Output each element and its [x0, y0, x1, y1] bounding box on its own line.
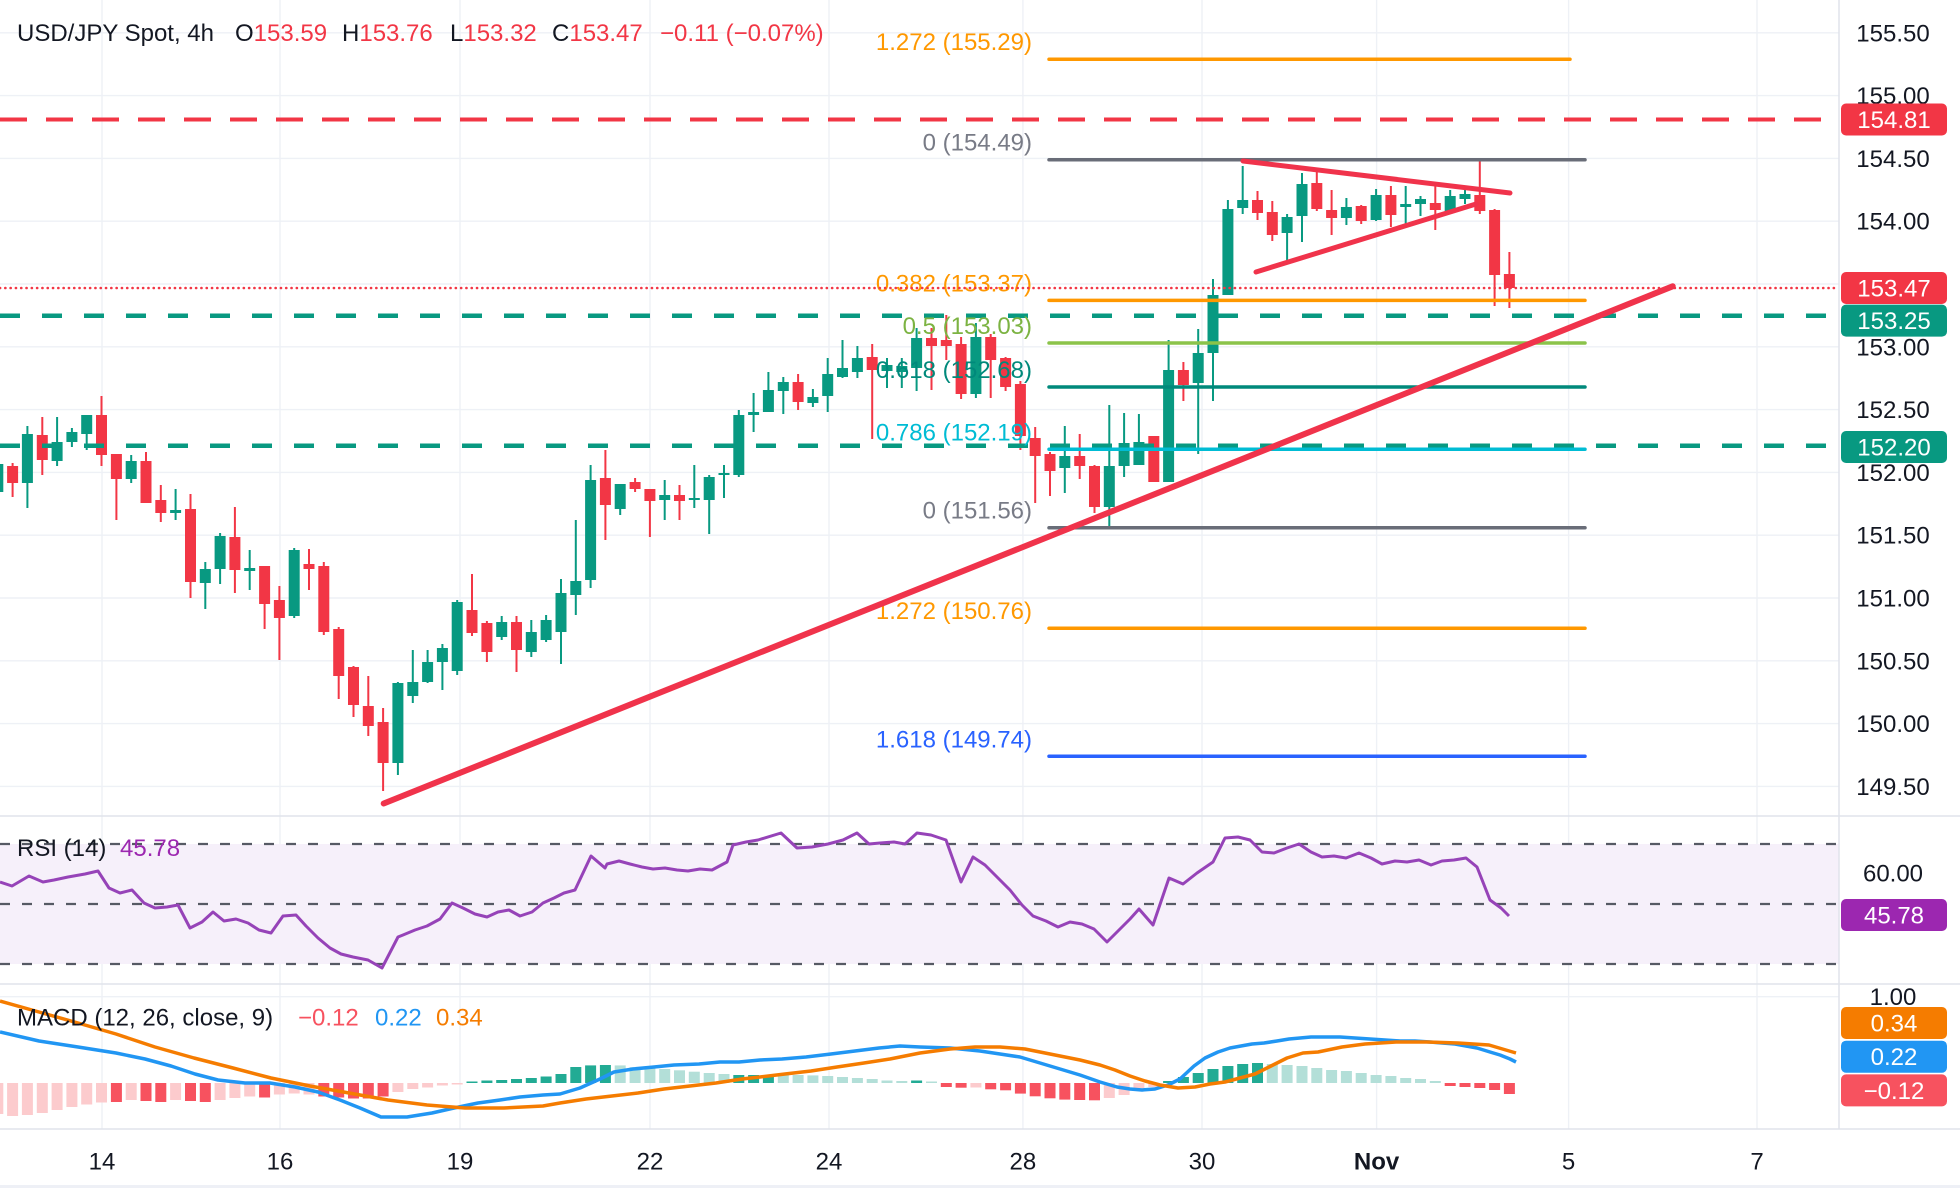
- svg-text:O153.59: O153.59: [235, 20, 327, 47]
- svg-text:0.34: 0.34: [436, 1005, 483, 1032]
- svg-text:1.618 (149.74): 1.618 (149.74): [876, 726, 1032, 753]
- svg-text:155.50: 155.50: [1856, 20, 1929, 47]
- svg-text:153.00: 153.00: [1856, 334, 1929, 361]
- svg-text:152.50: 152.50: [1856, 397, 1929, 424]
- svg-text:151.50: 151.50: [1856, 523, 1929, 550]
- svg-text:MACD (12, 26, close, 9): MACD (12, 26, close, 9): [17, 1005, 273, 1032]
- svg-text:153.25: 153.25: [1857, 308, 1930, 335]
- svg-text:150.00: 150.00: [1856, 711, 1929, 738]
- svg-text:151.00: 151.00: [1856, 586, 1929, 613]
- svg-text:45.78: 45.78: [1864, 903, 1924, 930]
- svg-text:0 (154.49): 0 (154.49): [923, 130, 1032, 157]
- svg-text:5: 5: [1562, 1148, 1575, 1175]
- svg-text:150.50: 150.50: [1856, 648, 1929, 675]
- svg-text:0.34: 0.34: [1871, 1011, 1918, 1038]
- svg-text:14: 14: [89, 1148, 116, 1175]
- svg-text:0.382 (153.37): 0.382 (153.37): [876, 270, 1032, 297]
- svg-text:22: 22: [637, 1148, 664, 1175]
- svg-text:1.272 (150.76): 1.272 (150.76): [876, 598, 1032, 625]
- svg-text:−0.11 (−0.07%): −0.11 (−0.07%): [660, 20, 824, 47]
- svg-text:−0.12: −0.12: [298, 1005, 359, 1032]
- svg-text:0.22: 0.22: [375, 1005, 422, 1032]
- svg-text:45.78: 45.78: [120, 835, 180, 862]
- svg-text:0.786 (152.19): 0.786 (152.19): [876, 419, 1032, 446]
- svg-text:153.47: 153.47: [1857, 276, 1930, 303]
- svg-text:RSI (14): RSI (14): [17, 835, 106, 862]
- svg-text:154.81: 154.81: [1857, 107, 1930, 134]
- svg-text:154.00: 154.00: [1856, 209, 1929, 236]
- svg-text:0.5 (153.03): 0.5 (153.03): [903, 313, 1032, 340]
- svg-text:0 (151.56): 0 (151.56): [923, 498, 1032, 525]
- svg-text:L153.32: L153.32: [450, 20, 537, 47]
- svg-text:1.00: 1.00: [1870, 984, 1917, 1011]
- svg-text:0.22: 0.22: [1871, 1044, 1918, 1071]
- svg-text:USD/JPY Spot, 4h: USD/JPY Spot, 4h: [17, 20, 214, 47]
- svg-text:16: 16: [267, 1148, 294, 1175]
- svg-text:19: 19: [447, 1148, 474, 1175]
- svg-text:152.20: 152.20: [1857, 435, 1930, 462]
- svg-text:0.618 (152.68): 0.618 (152.68): [876, 357, 1032, 384]
- svg-text:28: 28: [1010, 1148, 1037, 1175]
- svg-text:154.50: 154.50: [1856, 146, 1929, 173]
- svg-text:30: 30: [1189, 1148, 1216, 1175]
- svg-text:1.272 (155.29): 1.272 (155.29): [876, 29, 1032, 56]
- svg-text:149.50: 149.50: [1856, 774, 1929, 801]
- svg-text:C153.47: C153.47: [552, 20, 643, 47]
- svg-text:H153.76: H153.76: [342, 20, 433, 47]
- svg-text:60.00: 60.00: [1863, 861, 1923, 888]
- svg-text:−0.12: −0.12: [1864, 1078, 1925, 1105]
- svg-text:Nov: Nov: [1354, 1148, 1400, 1175]
- svg-text:24: 24: [816, 1148, 843, 1175]
- svg-text:152.00: 152.00: [1856, 460, 1929, 487]
- svg-text:7: 7: [1750, 1148, 1763, 1175]
